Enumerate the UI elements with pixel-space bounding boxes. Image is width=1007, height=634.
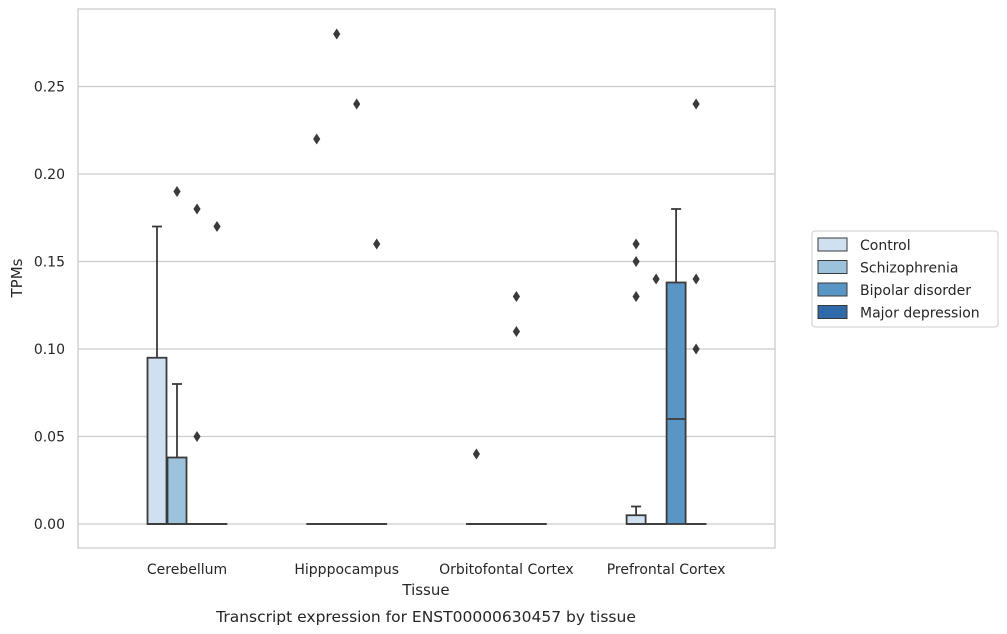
outlier-point bbox=[333, 28, 341, 40]
legend-label: Bipolar disorder bbox=[860, 283, 971, 299]
x-tick-label: Hipppocampus bbox=[294, 562, 399, 578]
boxes bbox=[146, 208, 707, 525]
outlier-point bbox=[692, 273, 700, 285]
outlier-point bbox=[313, 133, 321, 145]
outlier-point bbox=[193, 203, 201, 215]
legend-swatch bbox=[817, 282, 848, 297]
x-axis-title: Tissue bbox=[401, 581, 449, 599]
box-body bbox=[146, 356, 168, 525]
y-tick-label: 0.25 bbox=[34, 80, 65, 96]
chart-caption: Transcript expression for ENST0000063045… bbox=[215, 608, 636, 626]
outlier-point bbox=[692, 98, 700, 110]
outlier-point bbox=[373, 238, 381, 250]
outlier-point bbox=[692, 343, 700, 355]
legend: Control Schizophrenia Bipolar disorder Majo… bbox=[811, 230, 999, 328]
outlier-point bbox=[213, 221, 221, 232]
box-control bbox=[625, 505, 647, 525]
legend-frame bbox=[811, 230, 999, 328]
outlier-point bbox=[193, 431, 201, 442]
outlier-point bbox=[173, 186, 181, 197]
legend-label: Schizophrenia bbox=[860, 261, 958, 277]
y-axis-title: TPMs bbox=[8, 258, 26, 298]
legend-swatch bbox=[817, 237, 848, 252]
outlier-point bbox=[632, 238, 640, 250]
outlier-point bbox=[632, 291, 640, 302]
box-body bbox=[665, 281, 687, 525]
x-tick-labels: Cerebellum Hipppocampus Orbitofontal Corte… bbox=[147, 562, 726, 578]
outlier-point bbox=[632, 256, 640, 267]
y-tick-label: 0.00 bbox=[34, 517, 65, 533]
x-tick-label: Orbitofontal Cortex bbox=[439, 562, 574, 578]
y-tick-label: 0.20 bbox=[34, 167, 65, 183]
outlier-point bbox=[472, 448, 480, 460]
box-bipolar-disorder bbox=[665, 208, 687, 525]
outlier-point bbox=[512, 291, 520, 302]
y-tick-label: 0.10 bbox=[34, 342, 65, 358]
outlier-point bbox=[652, 273, 660, 285]
outlier-point bbox=[512, 326, 520, 337]
x-tick-label: Prefrontal Cortex bbox=[607, 562, 726, 578]
legend-swatch bbox=[817, 305, 848, 319]
outlier-point bbox=[353, 98, 361, 110]
x-tick-label: Cerebellum bbox=[147, 562, 227, 578]
box-body bbox=[166, 456, 188, 525]
y-tick-label: 0.05 bbox=[34, 430, 65, 446]
box-control bbox=[146, 225, 168, 525]
box-schizophrenia bbox=[166, 383, 188, 525]
y-tick-label: 0.15 bbox=[34, 255, 65, 271]
legend-label: Major depression bbox=[860, 306, 980, 322]
legend-swatch bbox=[817, 260, 848, 274]
outliers bbox=[173, 28, 700, 460]
legend-label: Control bbox=[860, 238, 911, 254]
y-tick-labels: 0.00 0.05 0.10 0.15 0.20 0.25 bbox=[34, 80, 65, 534]
box-body bbox=[625, 514, 647, 525]
